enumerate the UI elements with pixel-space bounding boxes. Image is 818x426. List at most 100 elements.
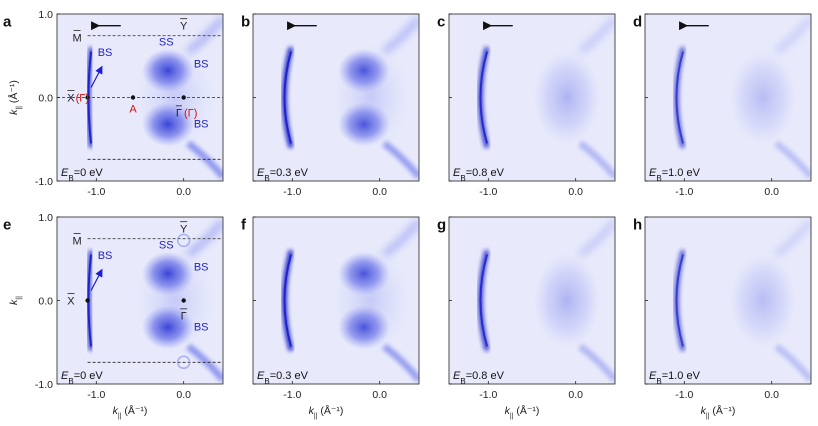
a-point-dot xyxy=(130,95,136,100)
panel-g: -1.0 0.0 g EB=0.8 eV k|| (Å⁻¹) xyxy=(437,216,616,420)
bs-label-upper: BS xyxy=(194,58,209,70)
x-point-dot xyxy=(85,298,90,303)
bs-arrow xyxy=(90,268,103,291)
lower-right-branch xyxy=(773,343,811,383)
x-tick-label: 0.0 xyxy=(764,389,779,401)
y-tick-label: 1.0 xyxy=(38,212,53,224)
y-point-label: Y xyxy=(180,21,188,33)
panel-b: -1.0 0.0 b EB=0.3 eV xyxy=(241,13,420,198)
ring-top xyxy=(176,233,191,248)
x-point-band-core xyxy=(479,51,489,144)
m-point-label: M xyxy=(73,32,82,44)
x-tick-label: -1.0 xyxy=(675,389,693,401)
lower-right-branch xyxy=(773,140,811,180)
panel-letter: h xyxy=(633,216,642,233)
x-axis-label: k|| (Å⁻¹) xyxy=(701,404,736,420)
x-tick-label: -1.0 xyxy=(479,186,497,198)
x-tick-label: 0.0 xyxy=(568,389,583,401)
y-tick-label: 1.0 xyxy=(38,9,53,21)
x-point-band-core xyxy=(675,254,685,347)
binding-energy-label: EB=1.0 eV xyxy=(649,167,701,183)
panel-letter: b xyxy=(241,13,250,30)
intensity-map xyxy=(645,217,811,384)
binding-energy-label: EB=0 eV xyxy=(61,370,103,386)
x-point-band-core xyxy=(479,254,489,347)
bulk-halo xyxy=(330,245,411,356)
bulk-halo xyxy=(134,245,215,356)
intensity-map xyxy=(253,217,419,384)
x-tick-label: 0.0 xyxy=(372,186,387,198)
a-point-label: A xyxy=(129,104,137,116)
binding-energy-label: EB=0 eV xyxy=(61,167,103,183)
x-tick-label: -1.0 xyxy=(479,389,497,401)
y-tick-label: 0.0 xyxy=(38,93,53,105)
y-axis-label: k|| (Å⁻¹) xyxy=(7,80,23,115)
y-tick-label: -1.0 xyxy=(35,379,53,391)
x-tick-label: 0.0 xyxy=(568,186,583,198)
intensity-map xyxy=(645,14,811,181)
bs-arrow xyxy=(90,65,103,88)
bs-label-x: BS xyxy=(98,47,113,59)
gamma-point-dot xyxy=(181,95,186,100)
x-tick-label: 0.0 xyxy=(764,186,779,198)
x-axis-label: k|| (Å⁻¹) xyxy=(309,404,344,420)
x-tick-label: -1.0 xyxy=(283,186,301,198)
panel-c: -1.0 0.0 c EB=0.8 eV xyxy=(437,13,616,198)
bs-label-upper: BS xyxy=(194,261,209,273)
ss-label: SS xyxy=(159,240,174,252)
lower-right-branch xyxy=(577,343,615,383)
bulk-blob xyxy=(532,252,601,349)
bulk-blob xyxy=(728,49,797,146)
lower-right-branch xyxy=(577,140,615,180)
binding-energy-label: EB=0.8 eV xyxy=(453,370,505,386)
panel-letter: d xyxy=(633,13,642,30)
binding-energy-label: EB=0.8 eV xyxy=(453,167,505,183)
x-tick-label: -1.0 xyxy=(675,186,693,198)
bs-label-lower: BS xyxy=(194,322,209,334)
panel-f: -1.0 0.0 f EB=0.3 eV k|| (Å⁻¹) xyxy=(241,216,420,420)
ring-bottom xyxy=(176,355,191,370)
y-tick-label: 0.0 xyxy=(38,296,53,308)
panel-letter: a xyxy=(3,13,12,30)
panel-letter: e xyxy=(3,216,11,233)
x-point-label: X xyxy=(67,93,75,105)
x-point-label: X xyxy=(67,296,75,308)
binding-energy-label: EB=1.0 eV xyxy=(649,370,701,386)
ss-label: SS xyxy=(159,37,174,49)
gamma-point-label: Γ xyxy=(181,311,187,323)
panel-h: -1.0 0.0 h EB=1.0 eV k|| (Å⁻¹) xyxy=(633,216,812,420)
x-tick-label: -1.0 xyxy=(283,389,301,401)
intensity-map xyxy=(449,217,615,384)
x-tick-label: -1.0 xyxy=(87,186,105,198)
x-point-band-core xyxy=(283,51,293,144)
x-point-band-core xyxy=(283,254,293,347)
y-point-label: Y xyxy=(180,224,188,236)
x-tick-label: 0.0 xyxy=(176,186,191,198)
x-tick-label: 0.0 xyxy=(372,389,387,401)
gamma-point-dot xyxy=(181,298,186,303)
panel-d: -1.0 0.0 d EB=1.0 eV xyxy=(633,13,812,198)
x-axis-label: k|| (Å⁻¹) xyxy=(505,404,540,420)
panel-letter: f xyxy=(241,216,247,233)
bs-label-x: BS xyxy=(98,250,113,262)
x-tick-label: 0.0 xyxy=(176,389,191,401)
m-point-label: M xyxy=(73,235,82,247)
x-point-dot xyxy=(85,95,90,100)
binding-energy-label: EB=0.3 eV xyxy=(257,370,309,386)
x-paren-gamma: (Γ) xyxy=(76,93,89,105)
bulk-halo xyxy=(330,42,411,153)
bulk-blob xyxy=(728,252,797,349)
x-point-band-core xyxy=(675,51,685,144)
y-tick-label: -1.0 xyxy=(35,176,53,188)
upper-right-branch xyxy=(773,15,811,55)
gamma-point-label: Γ xyxy=(176,108,182,120)
panel-e: -1.0 0.0 1.0 0.0 -1.0 e EB=0 eV k|| k|| (Å⁻¹) M YS… xyxy=(3,212,224,420)
x-tick-label: -1.0 xyxy=(87,389,105,401)
upper-right-branch xyxy=(773,218,811,258)
intensity-map xyxy=(57,217,223,384)
x-axis-label: k|| (Å⁻¹) xyxy=(113,404,148,420)
upper-right-branch xyxy=(577,218,615,258)
binding-energy-label: EB=0.3 eV xyxy=(257,167,309,183)
upper-right-branch xyxy=(577,15,615,55)
